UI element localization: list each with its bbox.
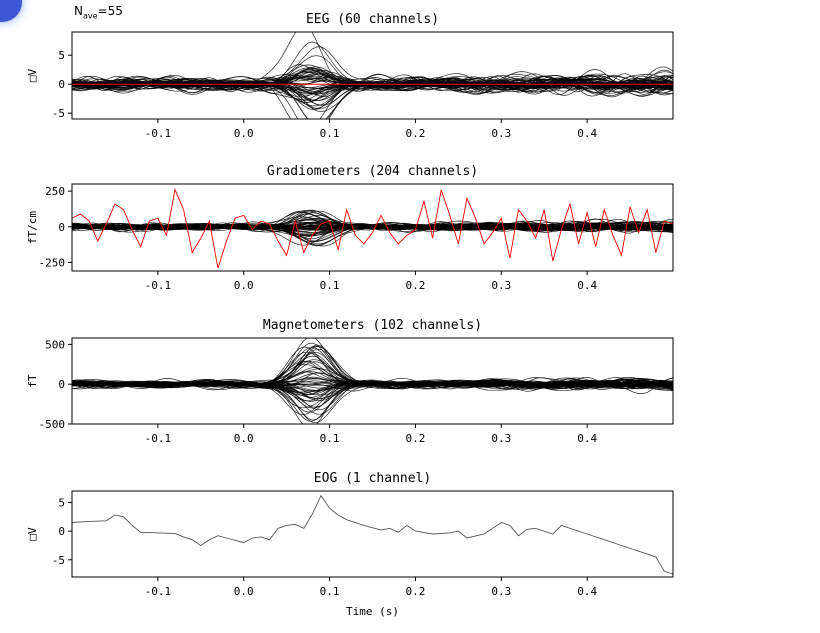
magnetometers-panel: -0.1 0.0 0.1 0.2 0.3 0.4 -500 0 500 Magnetometers… (26, 318, 674, 445)
eog-trace (72, 494, 673, 575)
channel-trace (72, 69, 673, 94)
panel-title: EEG (60 channels) (306, 12, 439, 27)
x-tick-label: 0.1 (320, 585, 340, 598)
x-tick-label: 0.0 (234, 432, 254, 445)
channel-trace (72, 75, 673, 110)
x-tick-label: 0.2 (405, 127, 425, 140)
y-axis-label: □V (26, 527, 39, 541)
x-tick-label: -0.1 (145, 585, 172, 598)
traces (72, 188, 673, 269)
x-axis-label: Time (s) (346, 605, 399, 618)
y-tick-label: 250 (45, 185, 65, 198)
nave-label: Nave=55 (74, 4, 123, 21)
x-tick-label: 0.2 (405, 432, 425, 445)
y-tick-label: -5 (52, 554, 65, 567)
highlight-channel-trace (72, 188, 673, 269)
x-tick-label: 0.4 (577, 127, 597, 140)
channel-trace (72, 221, 673, 240)
x-tick-label: 0.2 (405, 585, 425, 598)
y-tick-label: 5 (58, 496, 65, 509)
panel-title: Gradiometers (204 channels) (267, 164, 478, 179)
y-tick-label: 0 (58, 78, 65, 91)
y-tick-label: 500 (45, 338, 65, 351)
channel-trace (72, 214, 673, 231)
channel-trace (72, 379, 673, 421)
x-tick-label: 0.1 (320, 432, 340, 445)
x-tick-label: 0.1 (320, 127, 340, 140)
eeg-panel: -0.1 0.0 0.1 0.2 0.3 0.4 -5 0 5 EEG (60 channels)… (26, 12, 674, 140)
eog-panel: -0.1 0.0 0.1 0.2 0.3 0.4 -5 0 5 EOG (1 channel) □V… (26, 471, 674, 618)
axes-frame (71, 31, 674, 120)
x-tick-label: 0.1 (320, 279, 340, 292)
axes-frame (71, 183, 674, 272)
x-tick-label: 0.2 (405, 279, 425, 292)
y-axis-label: fT/cm (26, 211, 39, 244)
axes-frame (71, 490, 674, 578)
y-tick-label: -250 (39, 256, 66, 269)
axes-frame (71, 337, 674, 425)
y-tick-label: 0 (58, 525, 65, 538)
y-tick-label: 5 (58, 49, 65, 62)
panel-title: EOG (1 channel) (314, 471, 431, 486)
traces (72, 338, 673, 424)
x-tick-label: 0.0 (234, 127, 254, 140)
channel-trace (72, 380, 673, 416)
channel-trace (72, 383, 673, 396)
y-tick-label: -5 (52, 107, 65, 120)
x-tick-label: 0.4 (577, 585, 597, 598)
x-tick-label: -0.1 (145, 127, 172, 140)
x-tick-label: -0.1 (145, 279, 172, 292)
traces (72, 494, 673, 575)
x-tick-label: -0.1 (145, 432, 172, 445)
x-tick-label: 0.3 (491, 585, 511, 598)
gradiometers-panel: -0.1 0.0 0.1 0.2 0.3 0.4 -250 0 250 Gradiometers … (26, 164, 674, 292)
panel-title: Magnetometers (102 channels) (263, 318, 482, 333)
x-tick-label: 0.0 (234, 585, 254, 598)
x-tick-label: 0.4 (577, 279, 597, 292)
channel-trace (72, 217, 673, 230)
y-tick-label: 0 (58, 221, 65, 234)
x-tick-label: 0.3 (491, 279, 511, 292)
y-axis-label: fT (26, 374, 39, 388)
x-tick-label: 0.4 (577, 432, 597, 445)
channel-trace (72, 74, 673, 94)
y-axis-label: □V (26, 69, 39, 83)
x-tick-label: 0.3 (491, 432, 511, 445)
traces (72, 32, 673, 119)
y-tick-label: 0 (58, 378, 65, 391)
y-tick-label: -500 (39, 418, 66, 431)
x-tick-label: 0.0 (234, 279, 254, 292)
x-tick-label: 0.3 (491, 127, 511, 140)
